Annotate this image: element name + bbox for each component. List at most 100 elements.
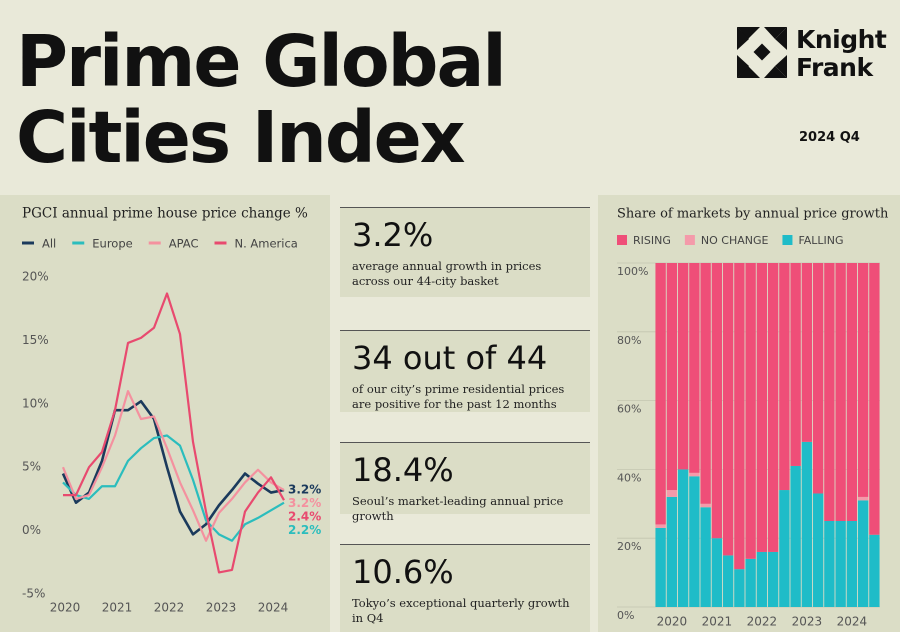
y-tick-label: -5% xyxy=(22,587,45,601)
stat-box: 10.6% Tokyo’s exceptional quarterly growt… xyxy=(340,544,590,632)
y-tick-label: 5% xyxy=(22,460,41,474)
bar-segment xyxy=(756,551,768,607)
bar-segment xyxy=(745,558,756,607)
chart-title: Share of markets by annual price growth xyxy=(617,207,889,222)
bar-segment xyxy=(677,263,689,470)
bar-segment xyxy=(722,263,734,556)
period: 2024 Q4 xyxy=(799,130,860,145)
legend-swatch xyxy=(782,235,793,245)
title-line: Prime Global xyxy=(16,20,507,103)
y-tick-label: 60% xyxy=(617,403,641,416)
x-tick-label: 2024 xyxy=(837,615,868,629)
stat-headline: 34 out of 44 xyxy=(352,339,548,377)
bar-segment xyxy=(711,538,723,607)
x-tick-label: 2021 xyxy=(102,601,133,615)
bar-segment xyxy=(779,490,790,607)
stat-headline: 18.4% xyxy=(352,451,454,489)
bar-segment xyxy=(722,555,734,607)
bar-segment xyxy=(857,263,869,497)
y-tick-label: 0% xyxy=(22,523,41,537)
y-tick-label: 15% xyxy=(22,333,49,347)
stat-headline: 10.6% xyxy=(352,553,454,591)
series-line xyxy=(61,399,285,536)
x-tick-label: 2022 xyxy=(154,601,185,615)
x-tick-label: 2020 xyxy=(657,615,688,629)
bar-segment xyxy=(666,496,678,607)
legend-label: N. America xyxy=(234,237,297,251)
stat-box: 3.2% average annual growth in prices acro… xyxy=(340,207,590,297)
bar-segment xyxy=(734,569,745,607)
y-tick-label: 20% xyxy=(617,540,641,553)
chart-title: PGCI annual prime house price change % xyxy=(22,206,308,222)
bar-segment xyxy=(801,263,813,442)
y-tick-label: 100% xyxy=(617,265,648,278)
bar-segment xyxy=(846,263,858,521)
bar-segment xyxy=(846,521,858,607)
bar-segment xyxy=(734,263,745,570)
bar-segment xyxy=(745,263,756,559)
bar-segment xyxy=(655,527,666,607)
x-tick-label: 2022 xyxy=(747,615,778,629)
bar-segment xyxy=(801,441,813,607)
series-line xyxy=(63,292,285,574)
bar-segment xyxy=(700,503,711,508)
logo-text: Frank xyxy=(796,53,873,82)
stat-text: average annual growth in prices across o… xyxy=(352,259,542,289)
bar-segment xyxy=(700,263,711,504)
end-label: 3.2% xyxy=(288,496,321,510)
stat-box: 18.4% Seoul’s market-leading annual price… xyxy=(340,442,590,523)
legend-swatch xyxy=(617,235,627,245)
x-tick-label: 2023 xyxy=(206,601,237,615)
end-label: 2.4% xyxy=(288,510,321,524)
title-line: Cities Index xyxy=(16,96,466,179)
bar-segment xyxy=(835,521,846,607)
legend-label: FALLING xyxy=(798,234,843,247)
end-label: 3.2% xyxy=(288,483,321,497)
bar-segment xyxy=(767,551,779,607)
series-line xyxy=(61,390,285,542)
stat-text: Seoul’s market-leading annual price grow… xyxy=(352,494,564,524)
bar-segment xyxy=(824,263,835,521)
x-tick-label: 2020 xyxy=(50,601,81,615)
logo-text: Knight xyxy=(796,25,887,54)
bar-segment xyxy=(700,507,711,607)
bar-segment xyxy=(677,469,689,607)
bar-segment xyxy=(711,263,723,539)
end-label: 2.2% xyxy=(288,523,321,537)
legend-label: Europe xyxy=(92,237,132,251)
bar-segment xyxy=(756,263,768,552)
bar-segment xyxy=(835,263,846,521)
bar-segment xyxy=(824,521,835,607)
bar-segment xyxy=(790,263,801,466)
line-panel xyxy=(0,195,330,632)
bar-segment xyxy=(790,465,801,607)
bar-segment xyxy=(767,263,779,552)
stat-box: 34 out of 44 of our city’s prime resident… xyxy=(340,330,590,412)
stat-text: Tokyo’s exceptional quarterly growth in … xyxy=(352,596,570,626)
legend-label: APAC xyxy=(169,237,199,251)
bar-segment xyxy=(857,496,869,501)
bar-segment xyxy=(869,263,880,535)
bar-segment xyxy=(666,490,678,497)
y-tick-label: 10% xyxy=(22,396,49,410)
bar-segment xyxy=(869,534,880,607)
bar-segment xyxy=(655,524,666,528)
bar-segment xyxy=(812,493,824,607)
stat-headline: 3.2% xyxy=(352,216,434,254)
bar-segment xyxy=(689,472,700,477)
legend-label: RISING xyxy=(633,234,671,247)
x-tick-label: 2024 xyxy=(258,601,289,615)
bar-segment xyxy=(857,500,869,607)
y-tick-label: 40% xyxy=(617,471,641,484)
legend-label: NO CHANGE xyxy=(701,234,769,247)
x-tick-label: 2023 xyxy=(792,615,823,629)
bar-segment xyxy=(779,263,790,491)
bar-segment xyxy=(666,263,678,491)
legend-label: All xyxy=(42,237,56,251)
bar-segment xyxy=(689,476,700,607)
y-tick-label: 0% xyxy=(617,609,634,622)
x-tick-label: 2021 xyxy=(702,615,733,629)
bar-segment xyxy=(812,263,824,494)
